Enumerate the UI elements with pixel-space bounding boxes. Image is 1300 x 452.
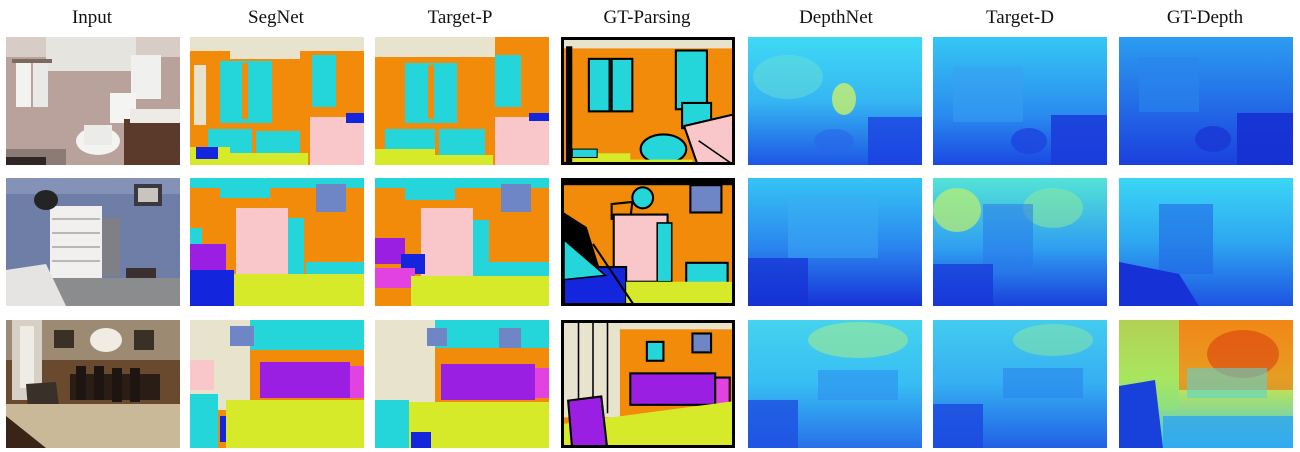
target-p-output-row1 (375, 37, 549, 165)
segnet-segmentation-map (190, 37, 364, 165)
gt-parsing-map (564, 40, 732, 162)
depthnet-depth-map (748, 37, 922, 165)
column-header-target-d: Target-D (986, 7, 1054, 28)
gt-parsing-map (564, 181, 732, 303)
depthnet-depth-map (748, 320, 922, 448)
input-photo-row3 (6, 320, 180, 448)
target-p-output-row2 (375, 178, 549, 306)
column-header-gt-depth: GT-Depth (1166, 7, 1244, 28)
gt-depth-map (1119, 320, 1293, 448)
segnet-segmentation-map (190, 320, 364, 448)
bathroom-photo (6, 37, 180, 165)
gt-depth-row2 (1119, 178, 1293, 306)
target-p-segmentation-map (375, 320, 549, 448)
target-d-depth-map (933, 37, 1107, 165)
depthnet-depth-map (748, 178, 922, 306)
gt-parsing-row3 (561, 320, 735, 448)
segnet-output-row3 (190, 320, 364, 448)
target-d-depth-map (933, 320, 1107, 448)
target-d-depth-map (933, 178, 1107, 306)
gt-parsing-row2 (561, 178, 735, 306)
segnet-output-row1 (190, 37, 364, 165)
depthnet-output-row1 (748, 37, 922, 165)
gt-parsing-row1 (561, 37, 735, 165)
gt-depth-row1 (1119, 37, 1293, 165)
column-header-target-p: Target-P (427, 7, 493, 28)
gt-depth-row3 (1119, 320, 1293, 448)
gt-depth-map (1119, 37, 1293, 165)
segnet-segmentation-map (190, 178, 364, 306)
column-header-depthnet: DepthNet (799, 7, 873, 28)
target-d-output-row1 (933, 37, 1107, 165)
bedroom-photo (6, 178, 180, 306)
target-p-output-row3 (375, 320, 549, 448)
input-photo-row1 (6, 37, 180, 165)
gt-parsing-map (564, 323, 732, 445)
input-photo-row2 (6, 178, 180, 306)
target-p-segmentation-map (375, 37, 549, 165)
column-header-segnet: SegNet (248, 7, 304, 28)
gt-depth-map (1119, 178, 1293, 306)
depthnet-output-row2 (748, 178, 922, 306)
target-p-segmentation-map (375, 178, 549, 306)
target-d-output-row2 (933, 178, 1107, 306)
target-d-output-row3 (933, 320, 1107, 448)
column-header-gt-parsing: GT-Parsing (603, 7, 691, 28)
depthnet-output-row3 (748, 320, 922, 448)
segnet-output-row2 (190, 178, 364, 306)
column-header-input: Input (71, 7, 113, 28)
dining-room-photo (6, 320, 180, 448)
